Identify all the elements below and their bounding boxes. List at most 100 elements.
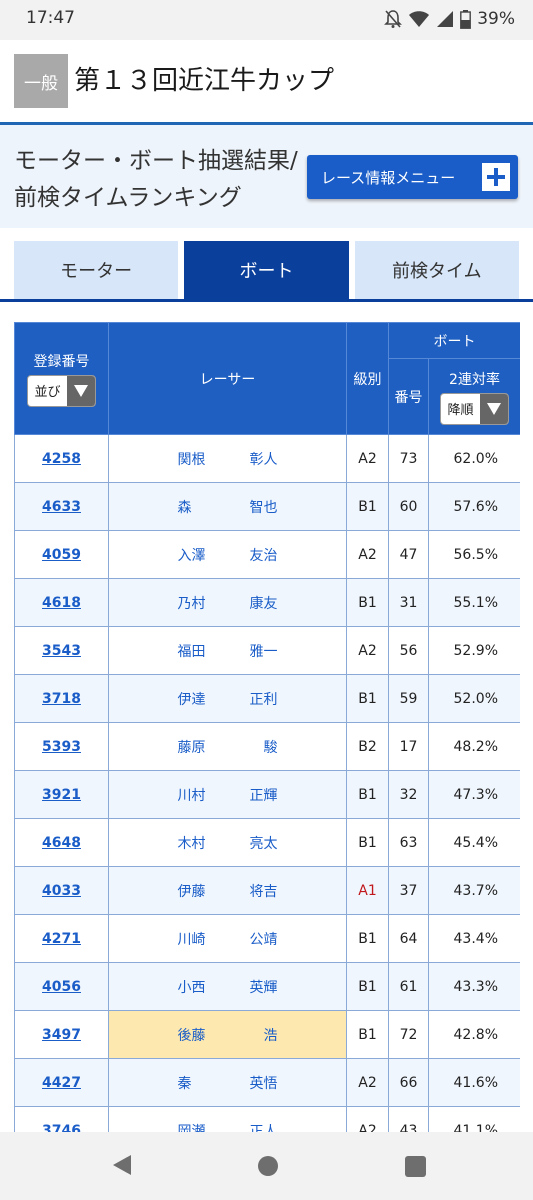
reg-no-cell: 4427	[14, 1058, 109, 1107]
racer-family-name: 川村	[177, 787, 206, 804]
racer-name-link[interactable]: 入澤 友治	[178, 548, 278, 564]
reg-no-link[interactable]: 3718	[42, 690, 81, 707]
reg-no-cell: 3746	[14, 1106, 109, 1133]
table-body: 4258 関根 彰人 A2 73 62.0% 4633 森智也 B1 60 57.6% 4059 入澤友…	[14, 434, 520, 1133]
racer-family-name: 森	[177, 499, 192, 516]
class-cell: B1	[346, 674, 389, 723]
reg-no-cell: 5393	[14, 722, 109, 771]
class-cell: B1	[346, 962, 389, 1011]
racer-cell: 福田 雅一	[108, 626, 347, 675]
boat-no-cell: 63	[388, 818, 429, 867]
racer-name-link[interactable]: 川村 正輝	[178, 788, 278, 804]
ranking-table: 登録番号 並び レーサー 級別 ボート 番号 2連対率 降順	[14, 322, 520, 1132]
racer-family-name: 秦	[177, 1075, 192, 1092]
racer-family-name: 伊藤	[177, 883, 206, 900]
reg-no-cell: 4618	[14, 578, 109, 627]
back-icon[interactable]	[112, 1154, 132, 1180]
reg-no-cell: 4258	[14, 434, 109, 483]
racer-name-link[interactable]: 伊藤 将吉	[178, 884, 278, 900]
racer-name-link[interactable]: 福田 雅一	[178, 644, 278, 660]
reg-no-link[interactable]: 4258	[42, 450, 81, 467]
recents-icon[interactable]	[405, 1156, 426, 1177]
reg-no-cell: 3921	[14, 770, 109, 819]
racer-name-link[interactable]: 関根 彰人	[178, 452, 278, 468]
rate-sort-select[interactable]: 降順	[440, 392, 509, 425]
racer-cell: 伊達 正利	[108, 674, 347, 723]
boat-no-cell: 60	[388, 482, 429, 531]
reg-no-link[interactable]: 3543	[42, 642, 81, 659]
racer-name-link[interactable]: 伊達 正利	[178, 692, 278, 708]
status-bar: 17:47 39%	[0, 0, 533, 40]
class-cell: B1	[346, 770, 389, 819]
reg-no-link[interactable]: 4618	[42, 594, 81, 611]
racer-given-name: 智也	[249, 499, 278, 516]
reg-no-link[interactable]: 4056	[42, 978, 81, 995]
boat-no-cell: 59	[388, 674, 429, 723]
racer-given-name: 康友	[249, 595, 278, 612]
racer-given-name: 正人	[249, 1123, 278, 1133]
reg-no-link[interactable]: 3921	[42, 786, 81, 803]
racer-family-name: 伊達	[177, 691, 206, 708]
chevron-down-icon	[479, 393, 508, 424]
racer-cell: 小西 英輝	[108, 962, 347, 1011]
reg-no-cell: 3497	[14, 1010, 109, 1059]
racer-name-link[interactable]: 岡瀬 正人	[178, 1124, 278, 1133]
reg-no-link[interactable]: 4033	[42, 882, 81, 899]
ranking-table-container[interactable]: 登録番号 並び レーサー 級別 ボート 番号 2連対率 降順	[14, 322, 520, 1132]
reg-no-link[interactable]: 4271	[42, 930, 81, 947]
home-icon[interactable]	[258, 1156, 278, 1176]
tab-boat[interactable]: ボート	[184, 241, 349, 299]
racer-name-link[interactable]: 小西 英輝	[178, 980, 278, 996]
reg-no-cell: 4056	[14, 962, 109, 1011]
racer-given-name: 正利	[249, 691, 278, 708]
reg-sort-select[interactable]: 並び	[27, 374, 96, 407]
racer-family-name: 福田	[177, 643, 206, 660]
reg-no-link[interactable]: 4427	[42, 1074, 81, 1091]
class-cell: A2	[346, 626, 389, 675]
racer-name-link[interactable]: 乃村 康友	[178, 596, 278, 612]
reg-no-link[interactable]: 4059	[42, 546, 81, 563]
racer-name-link[interactable]: 後藤 浩	[178, 1028, 278, 1044]
racer-given-name: 彰人	[249, 451, 278, 468]
col-header-rate-label: 2連対率	[449, 371, 500, 388]
race-header: 一般 第１３回近江牛カップ	[0, 40, 533, 124]
tab-pre-inspection-time[interactable]: 前検タイム	[354, 241, 519, 299]
reg-no-link[interactable]: 3746	[42, 1122, 81, 1133]
reg-no-link[interactable]: 4648	[42, 834, 81, 851]
class-cell: B1	[346, 818, 389, 867]
table-row: 4271 川崎 公靖 B1 64 43.4%	[14, 914, 520, 963]
tabs-underline	[0, 299, 533, 302]
rate-cell: 52.9%	[428, 626, 520, 675]
racer-cell: 川崎 公靖	[108, 914, 347, 963]
col-header-boat-no: 番号	[388, 358, 429, 435]
table-row: 4033 伊藤 将吉 A1 37 43.7%	[14, 866, 520, 915]
racer-name-link[interactable]: 森 智也	[178, 500, 278, 516]
racer-name-link[interactable]: 川崎 公靖	[178, 932, 278, 948]
table-row: 4633 森 智也 B1 60 57.6%	[14, 482, 520, 531]
rate-cell: 42.8%	[428, 1010, 520, 1059]
chevron-down-icon	[66, 375, 95, 406]
racer-name-link[interactable]: 藤原 駿	[178, 740, 278, 756]
page-subheader: モーター・ボート抽選結果/前検タイムランキング レース情報メニュー	[0, 122, 533, 228]
reg-no-link[interactable]: 5393	[42, 738, 81, 755]
racer-cell: 乃村 康友	[108, 578, 347, 627]
racer-name-link[interactable]: 秦 英悟	[178, 1076, 278, 1092]
bell-off-icon	[384, 9, 403, 29]
ranking-tabs: モーター ボート 前検タイム	[14, 241, 519, 299]
rate-cell: 62.0%	[428, 434, 520, 483]
racer-name-link[interactable]: 木村 亮太	[178, 836, 278, 852]
tab-motor[interactable]: モーター	[14, 241, 179, 299]
rate-cell: 43.7%	[428, 866, 520, 915]
reg-no-cell: 4271	[14, 914, 109, 963]
col-header-reg-no: 登録番号 並び	[14, 322, 109, 435]
reg-no-link[interactable]: 4633	[42, 498, 81, 515]
rate-sort-value: 降順	[447, 403, 474, 418]
class-cell: A2	[346, 530, 389, 579]
racer-family-name: 小西	[177, 979, 206, 996]
race-info-menu-button[interactable]: レース情報メニュー	[307, 155, 518, 199]
reg-no-link[interactable]: 3497	[42, 1026, 81, 1043]
boat-no-cell: 66	[388, 1058, 429, 1107]
rate-cell: 56.5%	[428, 530, 520, 579]
racer-cell: 木村 亮太	[108, 818, 347, 867]
racer-cell: 秦 英悟	[108, 1058, 347, 1107]
